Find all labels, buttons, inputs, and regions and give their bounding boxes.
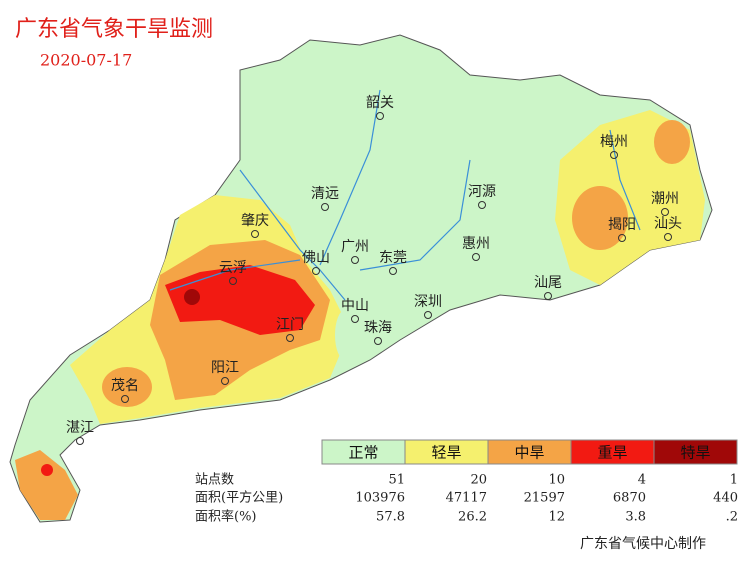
legend-swatch: [653, 439, 738, 465]
drought-zhanjiang: [15, 450, 78, 520]
cell: .2: [726, 510, 738, 525]
city-marker: [229, 277, 237, 285]
city-label: 肇庆: [241, 213, 269, 229]
city-label: 河源: [468, 184, 496, 200]
city-marker: [424, 311, 432, 319]
cell: 12: [548, 510, 565, 525]
severe-drought: [165, 265, 315, 335]
city-marker: [389, 267, 397, 275]
stats-table: 站点数 51 20 10 4 1 面积(平方公里) 103976 47117 21597 6870 4…: [195, 473, 738, 525]
city-marker: [221, 377, 229, 385]
legend-label: 重旱: [597, 444, 627, 462]
moderate-drought-maoming: [102, 367, 152, 407]
city-label: 湛江: [66, 420, 94, 436]
city-label: 东莞: [379, 250, 407, 266]
legend: 正常 轻旱 中旱 重旱 特旱: [321, 439, 738, 465]
legend-label: 轻旱: [431, 444, 461, 462]
moderate-drought-meizhou: [654, 120, 690, 164]
city-marker: [76, 437, 84, 445]
legend-label: 正常: [348, 444, 378, 462]
sea-area: [335, 310, 355, 360]
city-marker: [312, 267, 320, 275]
map-title: 广东省气象干旱监测: [15, 17, 213, 42]
cell: 47117: [446, 491, 487, 506]
legend-label: 特旱: [680, 444, 710, 462]
city-marker: [544, 292, 552, 300]
city-marker: [121, 395, 129, 403]
city-label: 清远: [311, 186, 339, 202]
cell: 6870: [613, 491, 646, 506]
cell: 10: [548, 473, 565, 488]
cell: 103976: [355, 491, 405, 506]
row-label: 面积率(%): [195, 509, 257, 525]
province-map: [9, 34, 713, 523]
city-label: 深圳: [414, 294, 442, 310]
city-label: 汕尾: [534, 275, 562, 291]
city-marker: [374, 337, 382, 345]
city-label: 梅州: [600, 134, 628, 150]
city-label: 惠州: [462, 236, 490, 252]
legend-swatch: [487, 439, 572, 465]
city-label: 潮州: [651, 191, 679, 207]
city-label: 揭阳: [608, 217, 636, 233]
legend-swatch: [570, 439, 655, 465]
city-label: 汕头: [654, 216, 682, 232]
row-label: 站点数: [195, 473, 234, 488]
city-label: 佛山: [302, 250, 330, 266]
city-label: 茂名: [111, 377, 139, 394]
city-label: 中山: [341, 298, 369, 314]
cell: 440: [713, 491, 738, 506]
city-label: 珠海: [364, 320, 392, 336]
city-marker: [472, 253, 480, 261]
legend-swatch: [321, 439, 406, 465]
city-marker: [610, 151, 618, 159]
city-label: 江门: [276, 317, 304, 333]
cell: 1: [730, 473, 738, 488]
city-marker: [478, 201, 486, 209]
city-marker: [351, 315, 359, 323]
city-marker: [618, 234, 626, 242]
extreme-drought: [184, 289, 200, 305]
moderate-drought-jieyang: [572, 186, 628, 250]
row-label: 面积(平方公里): [195, 490, 283, 506]
cell: 26.2: [458, 510, 487, 525]
cell: 4: [638, 473, 646, 488]
map-date: 2020-07-17: [40, 51, 132, 70]
city-label: 云浮: [219, 260, 247, 276]
city-marker: [286, 334, 294, 342]
city-marker: [351, 256, 359, 264]
legend-label: 中旱: [514, 444, 544, 462]
cell: 20: [470, 473, 487, 488]
city-label: 阳江: [211, 360, 239, 376]
city-marker: [376, 112, 384, 120]
severe-drought-zhanjiang: [41, 464, 53, 476]
city-marker: [664, 233, 672, 241]
city-label: 广州: [341, 239, 369, 255]
city-marker: [661, 208, 669, 216]
cell: 3.8: [625, 510, 646, 525]
city-marker: [321, 203, 329, 211]
cell: 21597: [524, 491, 565, 506]
cell: 51: [388, 473, 405, 488]
city-label: 韶关: [366, 95, 394, 111]
city-marker: [251, 230, 259, 238]
credit: 广东省气候中心制作: [580, 536, 706, 552]
river: [169, 89, 641, 301]
cell: 57.8: [376, 510, 405, 525]
